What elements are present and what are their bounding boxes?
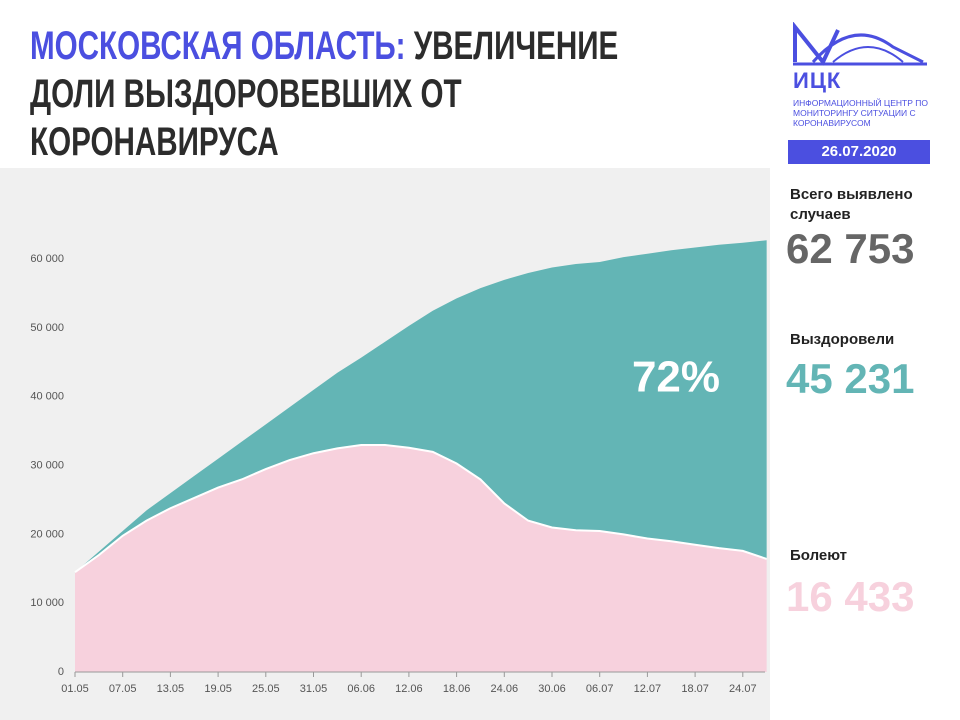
sick-label: Болеют	[790, 547, 848, 564]
y-tick-label: 0	[58, 666, 64, 678]
logo-name: ИЦК	[793, 68, 842, 93]
title-region: МОСКОВСКАЯ ОБЛАСТЬ:	[30, 24, 406, 68]
recovered-label: Выздоровели	[790, 331, 895, 348]
recovered-value: 45 231	[786, 355, 915, 402]
area	[75, 240, 767, 573]
x-tick-label: 30.06	[538, 683, 566, 695]
x-tick-label: 31.05	[300, 683, 328, 695]
total-value: 62 753	[786, 225, 915, 272]
x-tick-label: 13.05	[157, 683, 185, 695]
annotation: 72%	[632, 353, 720, 402]
x-tick-label: 24.07	[729, 683, 757, 695]
x-tick-label: 07.05	[109, 683, 137, 695]
logo-shape	[832, 46, 904, 63]
x-tick-label: 18.07	[681, 683, 709, 695]
x-tick-label: 01.05	[61, 683, 89, 695]
x-tick-label: 06.07	[586, 683, 614, 695]
total-label: Всего выявлено случаев	[790, 186, 913, 223]
y-tick-label: 40 000	[30, 391, 64, 403]
y-tick-label: 30 000	[30, 460, 64, 472]
separator-line	[74, 443, 767, 574]
x-tick-label: 12.07	[634, 683, 662, 695]
y-tick-label: 10 000	[30, 597, 64, 609]
x-tick-label: 06.06	[347, 683, 375, 695]
logo-subtitle: ИНФОРМАЦИОННЫЙ ЦЕНТР ПО МОНИТОРИНГУ СИТУ…	[793, 98, 928, 128]
x-tick-label: 24.06	[491, 683, 519, 695]
date-badge: 26.07.2020	[788, 140, 930, 164]
chart-title: МОСКОВСКАЯ ОБЛАСТЬ: УВЕЛИЧЕНИЕ ДОЛИ ВЫЗД…	[30, 22, 681, 166]
x-tick-label: 25.05	[252, 683, 280, 695]
y-tick-label: 20 000	[30, 528, 64, 540]
logo-shape	[811, 33, 924, 64]
x-tick-label: 12.06	[395, 683, 423, 695]
y-tick-label: 60 000	[30, 253, 64, 265]
sick-value: 16 433	[786, 573, 915, 620]
area	[75, 444, 767, 672]
x-tick-label: 18.06	[443, 683, 471, 695]
y-tick-label: 50 000	[30, 322, 64, 334]
logo-icon	[793, 22, 927, 66]
chart: 0 10 000 20 000 30 000 40 000 50 000 60 000 01.…	[30, 240, 767, 695]
title-text: УВЕЛИЧЕНИЕ ДОЛИ ВЫЗДОРОВЕВШИХ ОТ КОРОНАВ…	[30, 24, 619, 164]
x-tick-label: 19.05	[204, 683, 232, 695]
